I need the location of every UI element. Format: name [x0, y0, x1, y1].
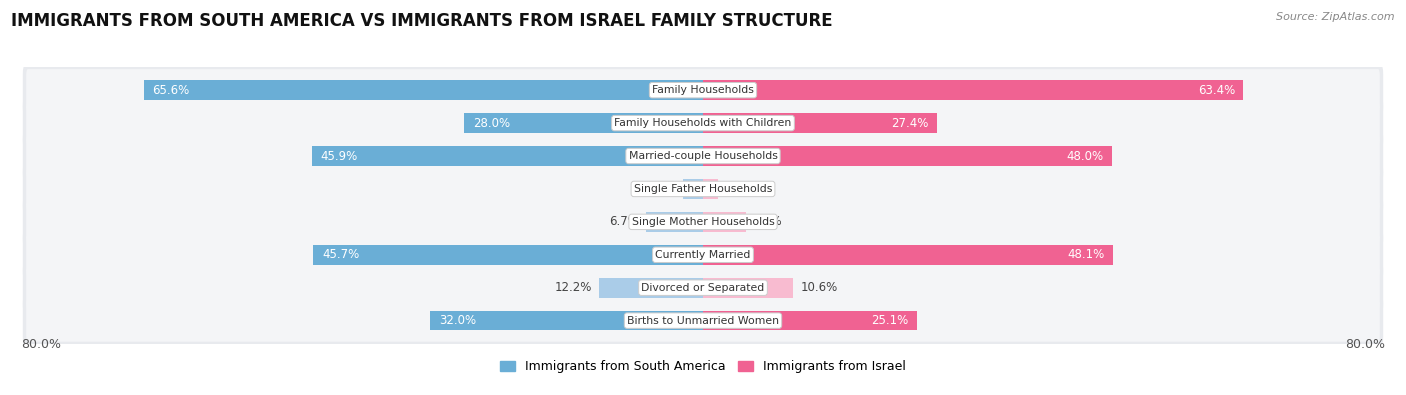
FancyBboxPatch shape: [22, 262, 1384, 313]
Bar: [430, 311, 703, 331]
FancyBboxPatch shape: [22, 163, 1384, 214]
Text: 80.0%: 80.0%: [21, 338, 60, 351]
Legend: Immigrants from South America, Immigrants from Israel: Immigrants from South America, Immigrant…: [501, 360, 905, 373]
Bar: [599, 278, 703, 297]
Bar: [464, 113, 703, 133]
FancyBboxPatch shape: [27, 168, 1379, 210]
FancyBboxPatch shape: [22, 295, 1384, 346]
FancyBboxPatch shape: [27, 267, 1379, 309]
Text: Single Mother Households: Single Mother Households: [631, 217, 775, 227]
Bar: [143, 80, 703, 100]
Text: 63.4%: 63.4%: [1198, 84, 1234, 97]
Text: 2.3%: 2.3%: [647, 182, 676, 196]
FancyBboxPatch shape: [27, 102, 1379, 144]
Bar: [312, 146, 703, 166]
Text: 25.1%: 25.1%: [872, 314, 908, 327]
FancyBboxPatch shape: [22, 130, 1384, 182]
Text: 1.8%: 1.8%: [725, 182, 755, 196]
Text: 45.9%: 45.9%: [321, 150, 357, 162]
FancyBboxPatch shape: [22, 64, 1384, 116]
Bar: [703, 212, 745, 232]
Text: 27.4%: 27.4%: [890, 117, 928, 130]
Text: Single Father Households: Single Father Households: [634, 184, 772, 194]
Bar: [314, 245, 703, 265]
Text: IMMIGRANTS FROM SOUTH AMERICA VS IMMIGRANTS FROM ISRAEL FAMILY STRUCTURE: IMMIGRANTS FROM SOUTH AMERICA VS IMMIGRA…: [11, 12, 832, 30]
Text: Source: ZipAtlas.com: Source: ZipAtlas.com: [1277, 12, 1395, 22]
FancyBboxPatch shape: [27, 201, 1379, 243]
FancyBboxPatch shape: [27, 69, 1379, 111]
FancyBboxPatch shape: [22, 229, 1384, 280]
Text: Births to Unmarried Women: Births to Unmarried Women: [627, 316, 779, 325]
Text: 65.6%: 65.6%: [152, 84, 190, 97]
Text: 28.0%: 28.0%: [472, 117, 510, 130]
Text: Divorced or Separated: Divorced or Separated: [641, 283, 765, 293]
FancyBboxPatch shape: [22, 196, 1384, 248]
Text: 45.7%: 45.7%: [322, 248, 359, 261]
FancyBboxPatch shape: [22, 98, 1384, 149]
Bar: [703, 113, 936, 133]
Text: Married-couple Households: Married-couple Households: [628, 151, 778, 161]
FancyBboxPatch shape: [27, 135, 1379, 177]
Text: 80.0%: 80.0%: [1346, 338, 1385, 351]
Bar: [703, 278, 793, 297]
Bar: [683, 179, 703, 199]
Text: 32.0%: 32.0%: [439, 314, 475, 327]
Text: 10.6%: 10.6%: [800, 281, 838, 294]
Text: Currently Married: Currently Married: [655, 250, 751, 260]
FancyBboxPatch shape: [27, 234, 1379, 276]
Text: Family Households with Children: Family Households with Children: [614, 118, 792, 128]
Text: 5.0%: 5.0%: [752, 215, 782, 228]
Text: 12.2%: 12.2%: [555, 281, 592, 294]
Text: 6.7%: 6.7%: [609, 215, 640, 228]
Text: Family Households: Family Households: [652, 85, 754, 95]
Text: 48.1%: 48.1%: [1067, 248, 1105, 261]
Bar: [703, 179, 718, 199]
FancyBboxPatch shape: [27, 299, 1379, 342]
Bar: [703, 146, 1112, 166]
Bar: [703, 311, 917, 331]
Bar: [703, 80, 1243, 100]
Text: 48.0%: 48.0%: [1067, 150, 1104, 162]
Bar: [645, 212, 703, 232]
Bar: [703, 245, 1114, 265]
